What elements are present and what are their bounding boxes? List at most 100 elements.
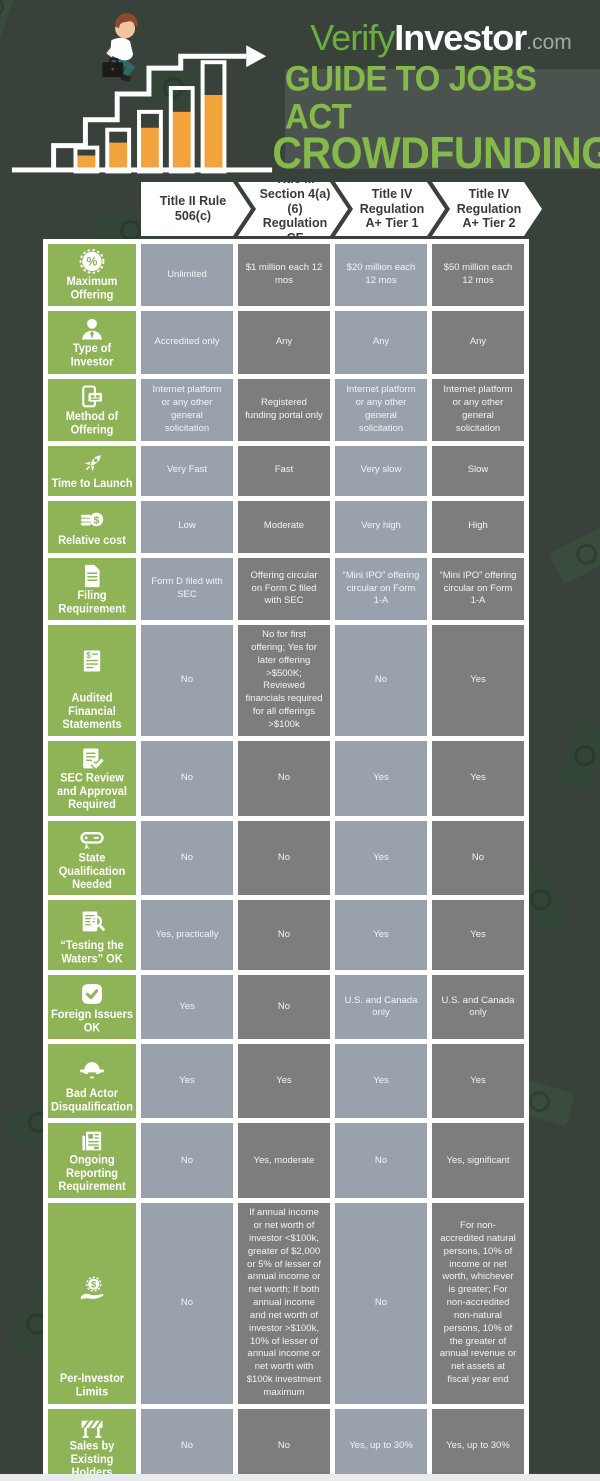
cell-r5-c1: Low xyxy=(141,500,233,553)
row-header-3: Method of Offering xyxy=(48,378,136,441)
cell-r11-c3: U.S. and Canada only xyxy=(335,975,427,1040)
coins-icon: $ xyxy=(77,505,107,535)
filing-document-icon xyxy=(77,562,107,590)
cell-r13-c2: Yes, moderate xyxy=(238,1123,330,1199)
cell-r1-c1: Unlimited xyxy=(141,244,233,307)
check-square-icon xyxy=(77,979,107,1009)
row-header-8: SEC Review and Approval Required xyxy=(48,740,136,816)
newspaper-icon xyxy=(77,1127,107,1155)
cell-r4-c2: Fast xyxy=(238,445,330,496)
magnifier-document-icon xyxy=(77,904,107,940)
cell-r13-c1: No xyxy=(141,1123,233,1199)
cell-r4-c4: Slow xyxy=(432,445,524,496)
row-label: “Testing the Waters” OK xyxy=(60,939,124,966)
cell-r12-c4: Yes xyxy=(432,1044,524,1119)
table-row-9: State Qualification Needed No No Yes No xyxy=(48,820,524,896)
cell-r6-c3: “Mini IPO” offering circular on Form 1-A xyxy=(335,557,427,621)
table-row-11: Foreign Issuers OK Yes No U.S. and Canada o… xyxy=(48,975,524,1040)
cell-r7-c1: No xyxy=(141,625,233,736)
cell-r11-c4: U.S. and Canada only xyxy=(432,975,524,1040)
cell-r15-c3: Yes, up to 30% xyxy=(335,1408,427,1481)
row-label: Foreign Issuers OK xyxy=(51,1008,133,1035)
cell-r2-c1: Accredited only xyxy=(141,311,233,374)
cell-r13-c4: Yes, significant xyxy=(432,1123,524,1199)
growth-stairs-illustration xyxy=(11,13,273,174)
row-header-15: Sales by Existing Holders xyxy=(48,1408,136,1481)
certificate-scroll-icon xyxy=(77,825,107,853)
table-row-12: Bad Actor Disqualification Yes Yes Yes Yes xyxy=(48,1044,524,1119)
cell-r1-c3: $20 million each 12 mos xyxy=(335,244,427,307)
column-header-4: Title IV Regulation A+ Tier 2 xyxy=(432,182,542,236)
cell-r14-c3: No xyxy=(335,1203,427,1404)
table-row-10: “Testing the Waters” OK Yes, practically N… xyxy=(48,900,524,971)
row-header-1: % Maximum Offering xyxy=(48,244,136,307)
cell-r4-c1: Very Fast xyxy=(141,445,233,496)
cell-r8-c1: No xyxy=(141,740,233,816)
cell-r12-c3: Yes xyxy=(335,1044,427,1119)
cell-r5-c4: High xyxy=(432,500,524,553)
cell-r15-c1: No xyxy=(141,1408,233,1481)
row-header-10: “Testing the Waters” OK xyxy=(48,900,136,971)
cell-r9-c4: No xyxy=(432,820,524,896)
cell-r5-c3: Very high xyxy=(335,500,427,553)
cell-r3-c3: Internet platform or any other general s… xyxy=(335,378,427,441)
percent-badge-icon: % xyxy=(77,248,107,276)
cell-r2-c4: Any xyxy=(432,311,524,374)
arrow-icon xyxy=(246,45,267,68)
table-row-13: Ongoing Reporting Requirement No Yes, mode… xyxy=(48,1123,524,1199)
cell-r13-c3: No xyxy=(335,1123,427,1199)
climbing-person-illustration xyxy=(102,13,138,83)
cell-r1-c2: $1 million each 12 mos xyxy=(238,244,330,307)
brand-investor: Investor xyxy=(394,17,527,58)
row-header-6: Filing Requirement xyxy=(48,557,136,621)
cell-r12-c1: Yes xyxy=(141,1044,233,1119)
table-row-15: Sales by Existing Holders No No Yes, up to … xyxy=(48,1408,524,1481)
column-header-3: Title IV Regulation A+ Tier 1 xyxy=(335,182,445,236)
cell-r8-c4: Yes xyxy=(432,740,524,816)
cell-r3-c1: Internet platform or any other general s… xyxy=(141,378,233,441)
cell-r8-c2: No xyxy=(238,740,330,816)
row-header-13: Ongoing Reporting Requirement xyxy=(48,1123,136,1199)
cell-r7-c2: No for first offering; Yes for later off… xyxy=(238,625,330,736)
cell-r1-c4: $50 million each 12 mos xyxy=(432,244,524,307)
row-label: SEC Review and Approval Required xyxy=(57,771,127,811)
row-header-2: Type of Investor xyxy=(48,311,136,374)
cell-r9-c1: No xyxy=(141,820,233,896)
row-label: Ongoing Reporting Requirement xyxy=(58,1154,126,1194)
row-header-11: Foreign Issuers OK xyxy=(48,975,136,1040)
cell-r10-c4: Yes xyxy=(432,900,524,971)
table-row-6: Filing Requirement Form D filed with SEC O… xyxy=(48,557,524,621)
brand-verify: Verify xyxy=(310,17,395,58)
svg-text:%: % xyxy=(87,255,98,269)
cell-r6-c2: Offering circular on Form C filed with S… xyxy=(238,557,330,621)
row-label: State Qualification Needed xyxy=(58,851,126,891)
device-offering-icon xyxy=(77,383,107,411)
cell-r9-c2: No xyxy=(238,820,330,896)
table-row-2: Type of Investor Accredited only Any Any Any xyxy=(48,311,524,374)
row-label: Maximum Offering xyxy=(66,275,118,302)
barrier-icon xyxy=(77,1413,107,1441)
page-title-line2: CROWDFUNDING xyxy=(272,128,600,178)
table-row-4: Time to Launch Very Fast Fast Very slow Slow xyxy=(48,445,524,496)
cell-r8-c3: Yes xyxy=(335,740,427,816)
svg-text:$: $ xyxy=(86,651,91,660)
row-header-7: $ Audited Financial Statements xyxy=(48,625,136,736)
bowler-hat-icon xyxy=(77,1048,107,1088)
cell-r2-c3: Any xyxy=(335,311,427,374)
rocket-icon xyxy=(77,450,107,478)
title-panel: GUIDE TO JOBS ACT CROWDFUNDING xyxy=(272,59,600,176)
cell-r14-c4: For non-accredited natural persons, 10% … xyxy=(432,1203,524,1404)
row-label: Time to Launch xyxy=(51,477,133,491)
table-row-3: Method of Offering Internet platform or a… xyxy=(48,378,524,441)
row-label: Bad Actor Disqualification xyxy=(51,1087,133,1114)
row-header-12: Bad Actor Disqualification xyxy=(48,1044,136,1119)
cell-r3-c4: Internet platform or any other general s… xyxy=(432,378,524,441)
comparison-table: % Maximum Offering Unlimited $1 million eac… xyxy=(43,239,529,1481)
cell-r10-c3: Yes xyxy=(335,900,427,971)
row-label: Per-Investor Limits xyxy=(59,1372,125,1399)
cell-r7-c3: No xyxy=(335,625,427,736)
row-label: Filing Requirement xyxy=(58,589,126,616)
cell-r10-c2: No xyxy=(238,900,330,971)
row-label: Type of Investor xyxy=(70,342,114,369)
